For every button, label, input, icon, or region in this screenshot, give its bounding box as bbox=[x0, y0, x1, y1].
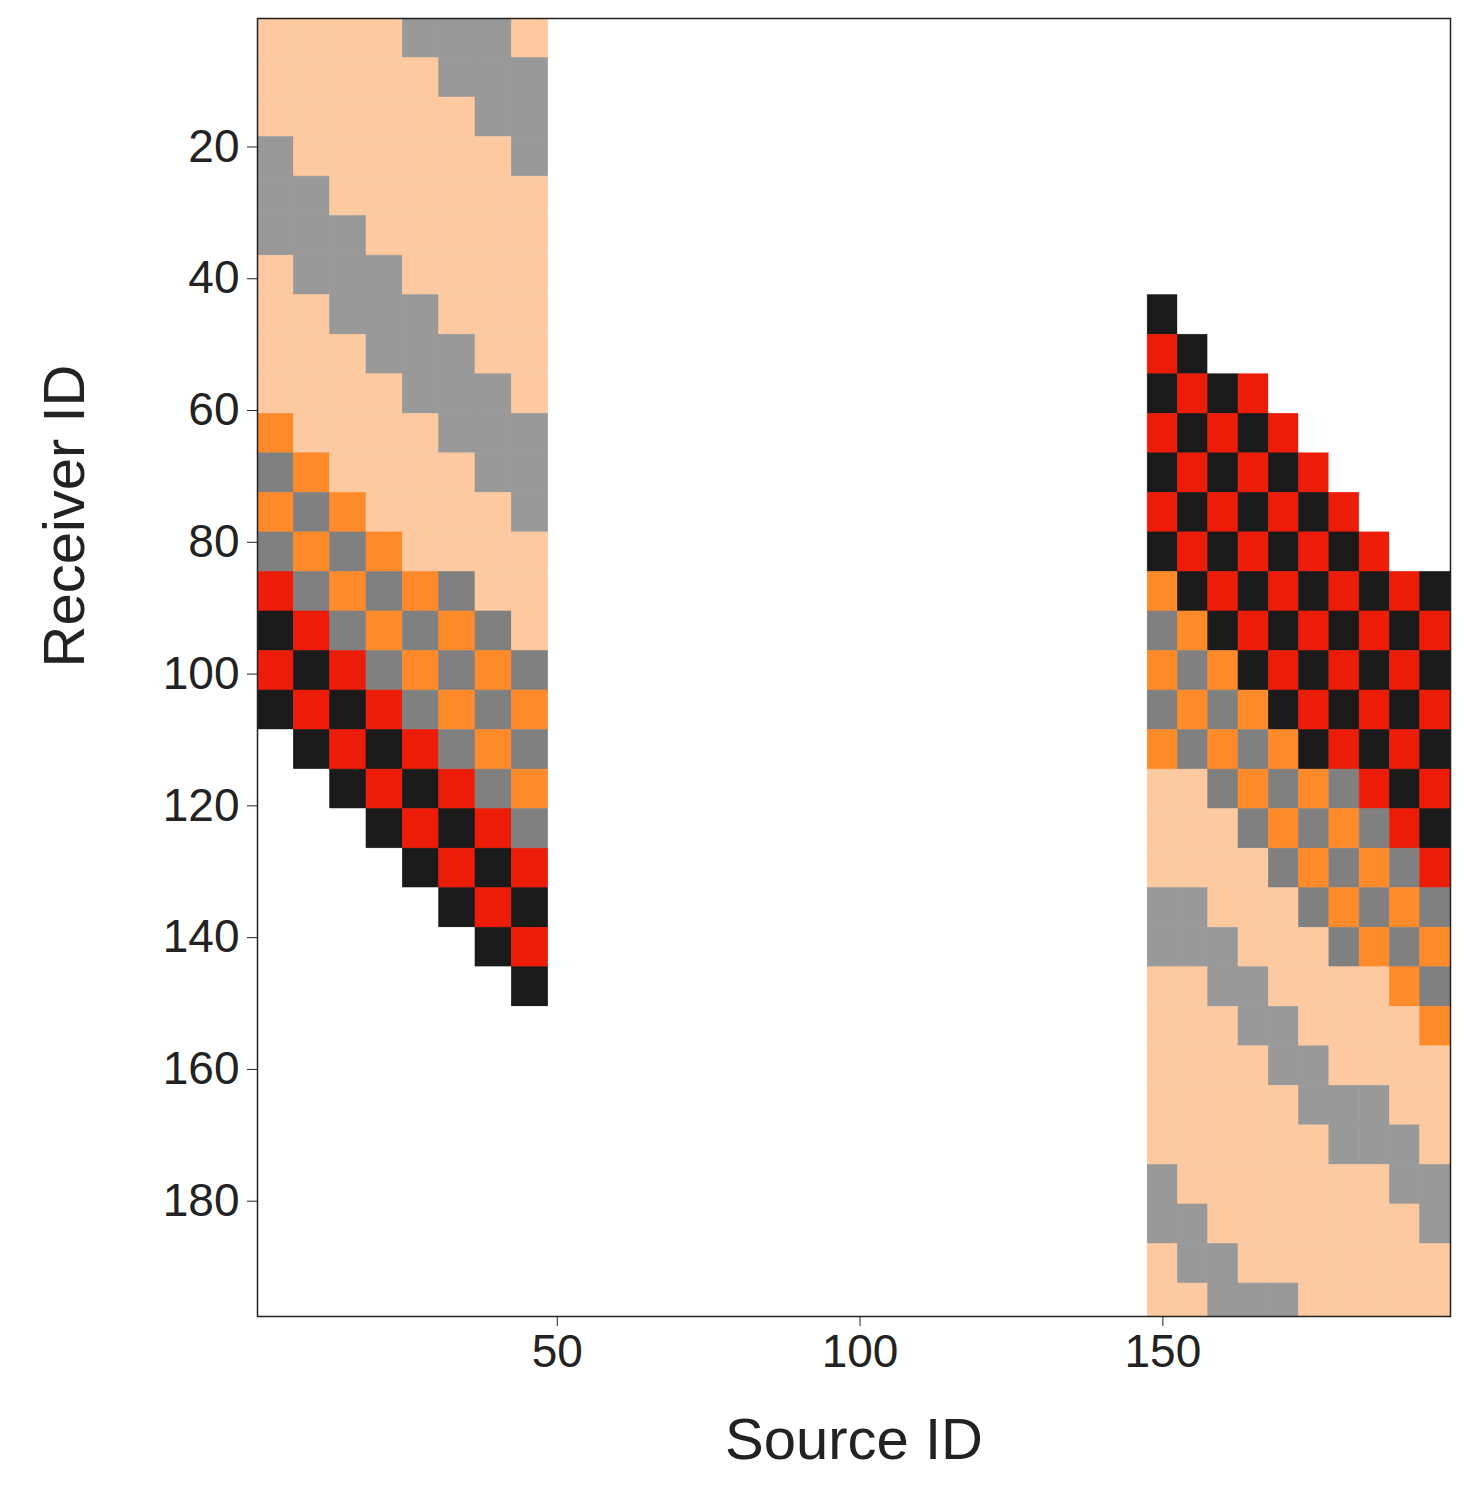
svg-text:150: 150 bbox=[1124, 1325, 1201, 1377]
svg-text:100: 100 bbox=[163, 647, 240, 699]
svg-text:100: 100 bbox=[822, 1325, 899, 1377]
svg-text:60: 60 bbox=[188, 383, 239, 435]
svg-text:Receiver ID: Receiver ID bbox=[31, 365, 96, 668]
svg-text:140: 140 bbox=[163, 910, 240, 962]
svg-text:120: 120 bbox=[163, 779, 240, 831]
svg-text:160: 160 bbox=[163, 1042, 240, 1094]
svg-text:180: 180 bbox=[163, 1174, 240, 1226]
svg-text:50: 50 bbox=[532, 1325, 583, 1377]
svg-text:20: 20 bbox=[188, 120, 239, 172]
svg-text:40: 40 bbox=[188, 251, 239, 303]
svg-text:Source ID: Source ID bbox=[725, 1406, 983, 1471]
svg-text:80: 80 bbox=[188, 515, 239, 567]
